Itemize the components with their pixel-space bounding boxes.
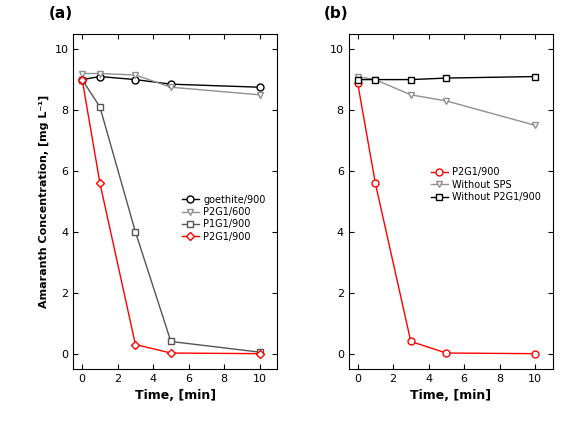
P2G1/900: [407, 339, 414, 344]
Line: P2G1/900: P2G1/900: [354, 79, 539, 357]
P1G1/900: [168, 339, 174, 344]
Line: Without SPS: Without SPS: [354, 73, 539, 129]
P2G1/900: [168, 351, 174, 356]
Legend: P2G1/900, Without SPS, Without P2G1/900: P2G1/900, Without SPS, Without P2G1/900: [428, 165, 544, 205]
P2G1/600: [79, 71, 86, 76]
Line: Without P2G1/900: Without P2G1/900: [354, 73, 539, 83]
Line: P2G1/900: P2G1/900: [79, 76, 263, 357]
P2G1/900: [256, 351, 263, 356]
P2G1/900: [96, 181, 103, 186]
Without SPS: [354, 74, 361, 79]
Without P2G1/900: [354, 77, 361, 82]
goethite/900: [96, 74, 103, 79]
Line: P1G1/900: P1G1/900: [79, 76, 263, 356]
P2G1/900: [132, 342, 139, 347]
goethite/900: [168, 81, 174, 86]
X-axis label: Time, [min]: Time, [min]: [135, 389, 216, 402]
Without P2G1/900: [532, 74, 539, 79]
Line: goethite/900: goethite/900: [79, 73, 263, 91]
P1G1/900: [96, 104, 103, 109]
Without P2G1/900: [372, 77, 378, 82]
Without SPS: [407, 92, 414, 98]
P2G1/900: [79, 77, 86, 82]
Without SPS: [532, 123, 539, 128]
goethite/900: [256, 85, 263, 90]
Text: (b): (b): [324, 6, 349, 20]
P2G1/900: [443, 351, 450, 356]
P2G1/900: [532, 351, 539, 356]
goethite/900: [79, 77, 86, 82]
P2G1/600: [132, 73, 139, 78]
P2G1/900: [354, 80, 361, 85]
Without P2G1/900: [407, 77, 414, 82]
P1G1/900: [256, 349, 263, 354]
Y-axis label: Amaranth Concentration, [mg L⁻¹]: Amaranth Concentration, [mg L⁻¹]: [39, 95, 49, 308]
Text: (a): (a): [49, 6, 73, 20]
goethite/900: [132, 77, 139, 82]
Without P2G1/900: [443, 75, 450, 81]
Line: P2G1/600: P2G1/600: [79, 70, 263, 98]
Legend: goethite/900, P2G1/600, P1G1/900, P2G1/900: goethite/900, P2G1/600, P1G1/900, P2G1/9…: [179, 192, 268, 245]
P1G1/900: [79, 77, 86, 82]
P2G1/600: [96, 71, 103, 76]
P1G1/900: [132, 229, 139, 234]
Without SPS: [372, 77, 378, 82]
P2G1/600: [168, 85, 174, 90]
P2G1/600: [256, 92, 263, 98]
Without SPS: [443, 98, 450, 103]
X-axis label: Time, [min]: Time, [min]: [410, 389, 491, 402]
P2G1/900: [372, 181, 378, 186]
